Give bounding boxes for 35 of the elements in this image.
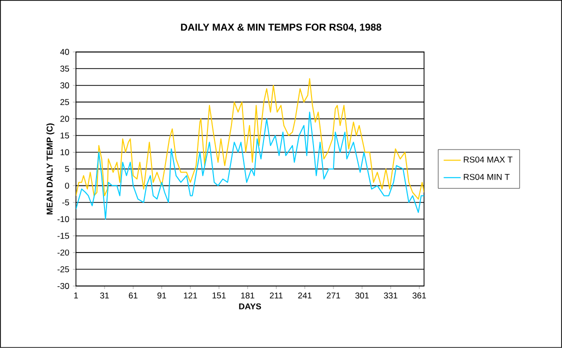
x-tick-label: 301 [355,292,369,299]
y-tick-label: 0 [65,182,70,189]
x-tick-label: 211 [270,292,283,298]
x-tick-label: 31 [100,292,109,299]
x-tick-label: 181 [241,292,254,299]
chart-title: DAILY MAX & MIN TEMPS FOR RS04, 1988 [181,24,382,32]
x-tick-label: 331 [384,292,398,299]
y-tick-label: 35 [60,66,70,72]
x-tick-label: 61 [128,292,138,299]
y-tick-label: 10 [60,149,70,156]
x-axis-title: DAYS [239,303,262,310]
y-tick-label: -30 [58,283,70,290]
y-tick-label: 5 [65,166,70,172]
x-tick-label: 1 [74,292,78,298]
x-tick-label: 361 [412,292,426,299]
x-tick-label: 121 [184,292,198,298]
y-tick-label: -20 [58,250,70,256]
y-tick-label: -5 [62,199,70,206]
y-tick-label: 30 [60,82,70,88]
y-tick-label: -15 [58,232,70,239]
line-series [76,78,424,200]
y-tick-label: -10 [58,216,70,222]
y-tick-label: 15 [60,132,70,139]
y-tick-label: 40 [60,48,70,55]
x-tick-label: 91 [157,292,166,299]
x-tick-label: 151 [212,292,226,298]
legend-label: RS04 MIN T [464,174,510,180]
y-axis-title: MEAN DAILY TEMP (C) [46,123,54,214]
line-series [76,112,424,220]
x-tick-label: 271 [326,292,340,298]
x-tick-label: 241 [298,292,312,298]
legend-label: RS04 MAX T [464,156,512,163]
y-tick-label: 20 [60,116,70,122]
y-tick-label: -25 [58,266,70,272]
y-tick-label: 25 [60,99,70,106]
